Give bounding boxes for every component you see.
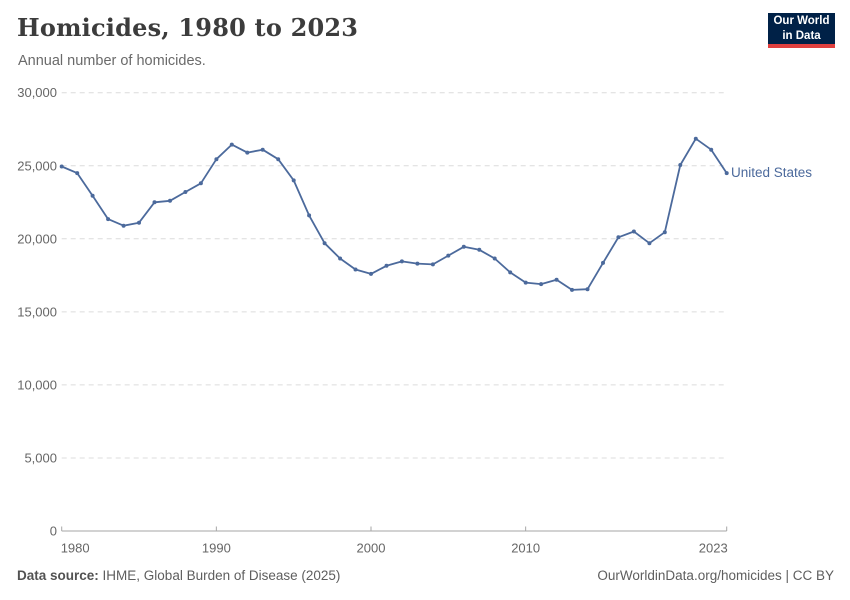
data-point[interactable]: [446, 253, 451, 258]
data-source: Data source: IHME, Global Burden of Dise…: [17, 568, 340, 583]
data-source-text: IHME, Global Burden of Disease (2025): [102, 568, 341, 583]
data-point[interactable]: [631, 229, 636, 234]
data-point[interactable]: [137, 220, 141, 225]
data-point[interactable]: [307, 213, 312, 218]
data-point[interactable]: [430, 262, 435, 267]
data-point[interactable]: [152, 200, 157, 205]
chart-subtitle: Annual number of homicides.: [18, 53, 206, 69]
data-point[interactable]: [353, 267, 358, 272]
data-point[interactable]: [539, 282, 544, 287]
y-axis-tick-label: 20,000: [17, 231, 57, 246]
data-point[interactable]: [338, 256, 343, 261]
data-point[interactable]: [554, 277, 559, 282]
x-axis-tick-label: 1980: [61, 541, 90, 556]
y-axis-tick-label: 5,000: [24, 450, 57, 465]
data-point[interactable]: [245, 150, 250, 155]
data-point[interactable]: [183, 190, 188, 194]
data-point[interactable]: [168, 198, 172, 203]
data-point[interactable]: [291, 178, 296, 183]
data-point[interactable]: [601, 260, 605, 265]
owid-logo-line2: in Data: [782, 29, 821, 42]
data-point[interactable]: [214, 157, 219, 162]
data-point[interactable]: [399, 259, 404, 264]
data-point[interactable]: [662, 230, 667, 235]
data-point[interactable]: [90, 193, 95, 198]
data-point[interactable]: [461, 244, 466, 249]
data-point[interactable]: [616, 235, 621, 240]
data-point[interactable]: [260, 147, 265, 152]
data-point[interactable]: [570, 287, 574, 292]
data-point[interactable]: [106, 217, 111, 222]
y-axis-tick-label: 25,000: [17, 158, 57, 173]
data-point[interactable]: [678, 163, 683, 167]
data-point[interactable]: [508, 270, 513, 275]
data-point[interactable]: [585, 287, 590, 292]
owid-logo[interactable]: Our World in Data: [768, 13, 835, 48]
data-point[interactable]: [647, 241, 652, 246]
data-point[interactable]: [59, 164, 64, 169]
owid-logo-line1: Our World: [773, 15, 830, 28]
data-point[interactable]: [276, 157, 281, 162]
data-point[interactable]: [369, 271, 373, 276]
data-point[interactable]: [198, 181, 203, 186]
footer-citation-link[interactable]: OurWorldinData.org/homicides | CC BY: [597, 568, 834, 583]
data-point[interactable]: [415, 261, 420, 266]
x-axis-tick-label: 2010: [511, 541, 540, 556]
data-point[interactable]: [75, 171, 80, 176]
data-point[interactable]: [322, 241, 327, 246]
y-axis-tick-label: 30,000: [17, 85, 57, 100]
data-point[interactable]: [724, 171, 729, 176]
chart-title: Homicides, 1980 to 2023: [17, 13, 359, 42]
y-axis-tick-label: 0: [50, 524, 57, 539]
data-point[interactable]: [384, 263, 389, 268]
x-axis-tick-label: 2000: [357, 541, 386, 556]
chart-footer: Data source: IHME, Global Burden of Dise…: [17, 568, 834, 583]
data-point[interactable]: [709, 147, 714, 152]
data-source-label: Data source:: [17, 568, 99, 583]
x-axis-tick-label: 2023: [699, 541, 728, 556]
data-point[interactable]: [492, 256, 497, 261]
y-axis-tick-label: 10,000: [17, 377, 57, 392]
data-point[interactable]: [477, 247, 482, 252]
series-label-united-states[interactable]: United States: [731, 165, 813, 180]
data-point[interactable]: [523, 280, 528, 285]
x-axis-tick-label: 1990: [202, 541, 231, 556]
data-point[interactable]: [693, 136, 698, 141]
series-line-united-states[interactable]: [60, 137, 728, 291]
y-axis-tick-label: 15,000: [17, 304, 57, 319]
data-point[interactable]: [121, 223, 126, 228]
data-point[interactable]: [229, 142, 234, 147]
